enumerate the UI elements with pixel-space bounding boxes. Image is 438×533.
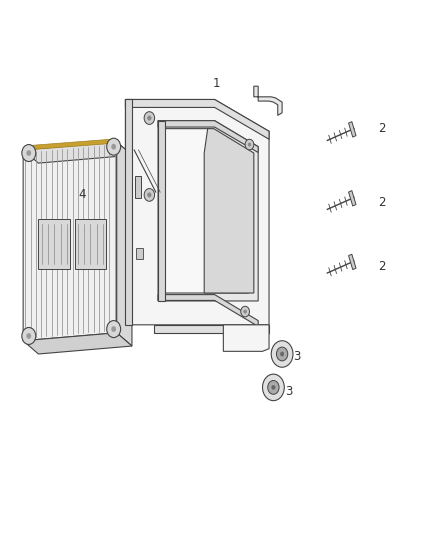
Circle shape [112,144,116,149]
Circle shape [148,116,151,120]
Text: 2: 2 [378,122,386,135]
Circle shape [271,341,293,367]
Text: 4: 4 [78,189,86,201]
Polygon shape [39,219,70,269]
Text: 2: 2 [378,260,386,273]
Circle shape [262,374,284,401]
Polygon shape [349,191,356,206]
Polygon shape [349,122,356,137]
Polygon shape [117,142,132,346]
Text: 3: 3 [285,385,292,398]
Circle shape [27,150,31,156]
Circle shape [276,347,288,361]
Polygon shape [125,100,132,325]
Circle shape [245,139,254,150]
Polygon shape [158,295,258,326]
Circle shape [248,143,251,146]
Circle shape [280,352,284,356]
Circle shape [22,327,36,344]
Polygon shape [74,219,106,269]
Circle shape [112,326,116,332]
Polygon shape [154,325,269,333]
Polygon shape [136,248,143,259]
Polygon shape [23,333,132,354]
Text: 1: 1 [213,77,221,90]
Polygon shape [23,142,117,341]
Polygon shape [349,254,356,270]
Polygon shape [28,139,111,150]
Polygon shape [125,100,269,325]
Text: 3: 3 [293,350,301,363]
Polygon shape [165,128,249,293]
Circle shape [22,144,36,161]
Polygon shape [223,325,269,351]
Polygon shape [135,176,141,198]
Circle shape [144,189,155,201]
Circle shape [272,385,275,390]
Polygon shape [158,120,258,152]
Circle shape [148,193,151,197]
Circle shape [268,381,279,394]
Polygon shape [23,142,132,163]
Circle shape [144,112,155,124]
Circle shape [244,310,247,313]
Circle shape [27,333,31,338]
Polygon shape [254,86,282,115]
Polygon shape [204,128,254,293]
Text: 2: 2 [378,196,386,209]
Polygon shape [125,100,269,139]
Circle shape [107,320,120,337]
Polygon shape [158,120,165,301]
Circle shape [107,138,120,155]
Polygon shape [158,120,258,301]
Circle shape [241,306,250,317]
